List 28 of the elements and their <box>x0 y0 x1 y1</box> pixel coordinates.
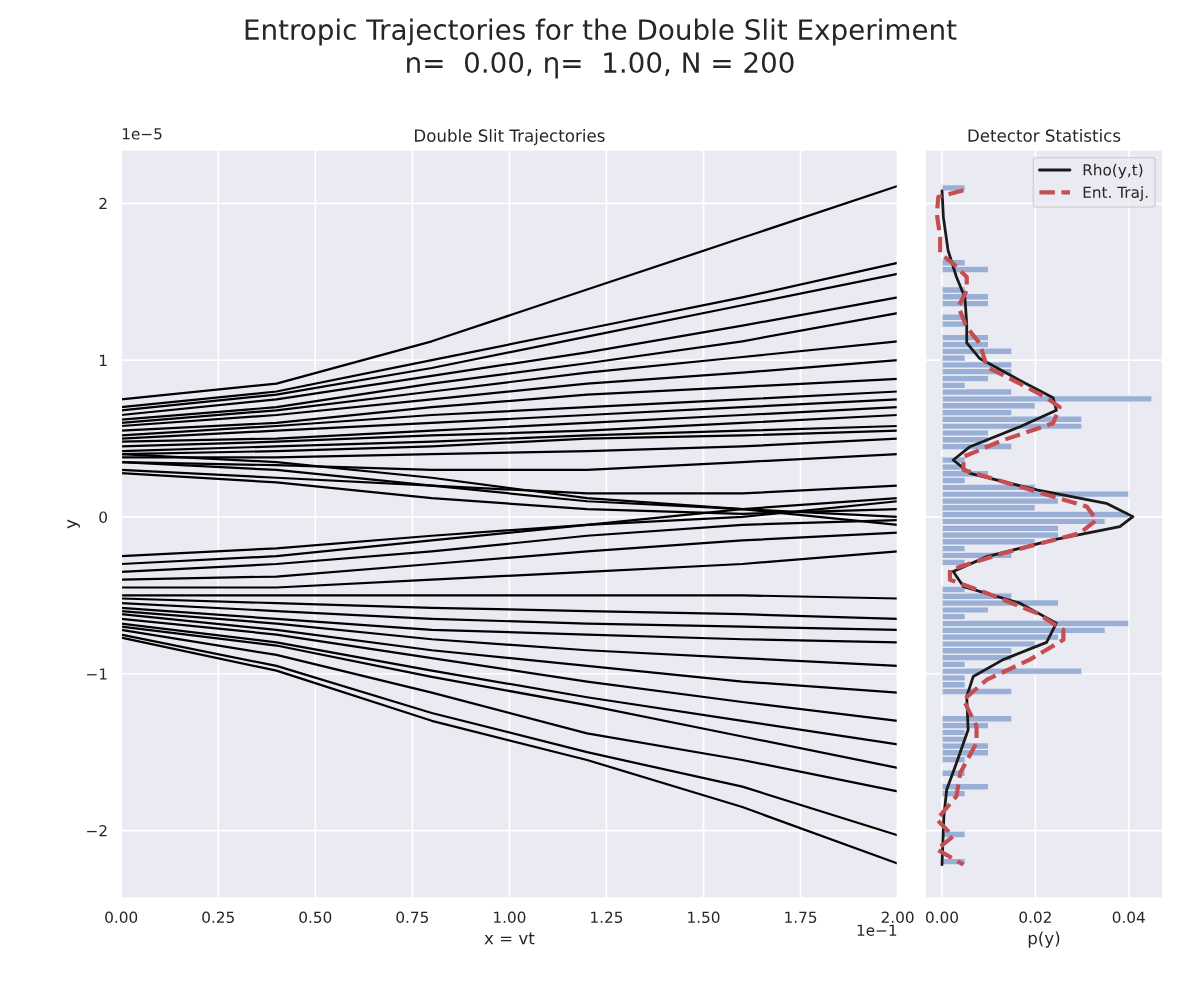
x-axis-title: p(y) <box>1028 931 1060 948</box>
y-tick-label: 2 <box>99 197 107 210</box>
x-axis-title: x = vt <box>484 932 535 945</box>
text: Entropic Trajectories for the Double Slit Experiment <box>245 18 957 46</box>
legend-label: Ent. Traj. <box>1083 186 1148 201</box>
x-tick-label: 0.04 <box>1112 911 1145 924</box>
x-tick-label: 2.00 <box>881 911 914 924</box>
x-tick-label: 1.50 <box>688 911 720 924</box>
x-tick-label: 1.00 <box>494 911 526 924</box>
x-tick-label: 1.25 <box>591 911 623 924</box>
text: 1e−5 <box>122 128 162 140</box>
legend-label: Rho(y,t) <box>1083 163 1143 179</box>
x-tick-label: 0.02 <box>1019 911 1051 924</box>
y-tick-label: 0 <box>99 511 107 523</box>
chart-title: Detector Statistics <box>968 129 1121 142</box>
x-tick-label: 0.50 <box>299 911 332 924</box>
x-tick-label: 0.75 <box>396 911 429 924</box>
x-tick-label: 1.75 <box>785 911 817 924</box>
y-tick-label: −1 <box>87 668 107 680</box>
y-tick-label: −2 <box>87 825 107 837</box>
chart-title: Double Slit Trajectories <box>415 129 605 146</box>
x-tick-label: 0.00 <box>105 911 138 924</box>
x-tick-label: 0.00 <box>926 911 958 924</box>
y-tick-label: 1 <box>99 354 107 366</box>
text: 1e−1 <box>857 924 897 937</box>
x-tick-label: 0.25 <box>202 911 234 924</box>
y-axis-title: y <box>67 519 80 529</box>
text: n= 0.00, η= 1.00, N = 200 <box>407 52 794 79</box>
